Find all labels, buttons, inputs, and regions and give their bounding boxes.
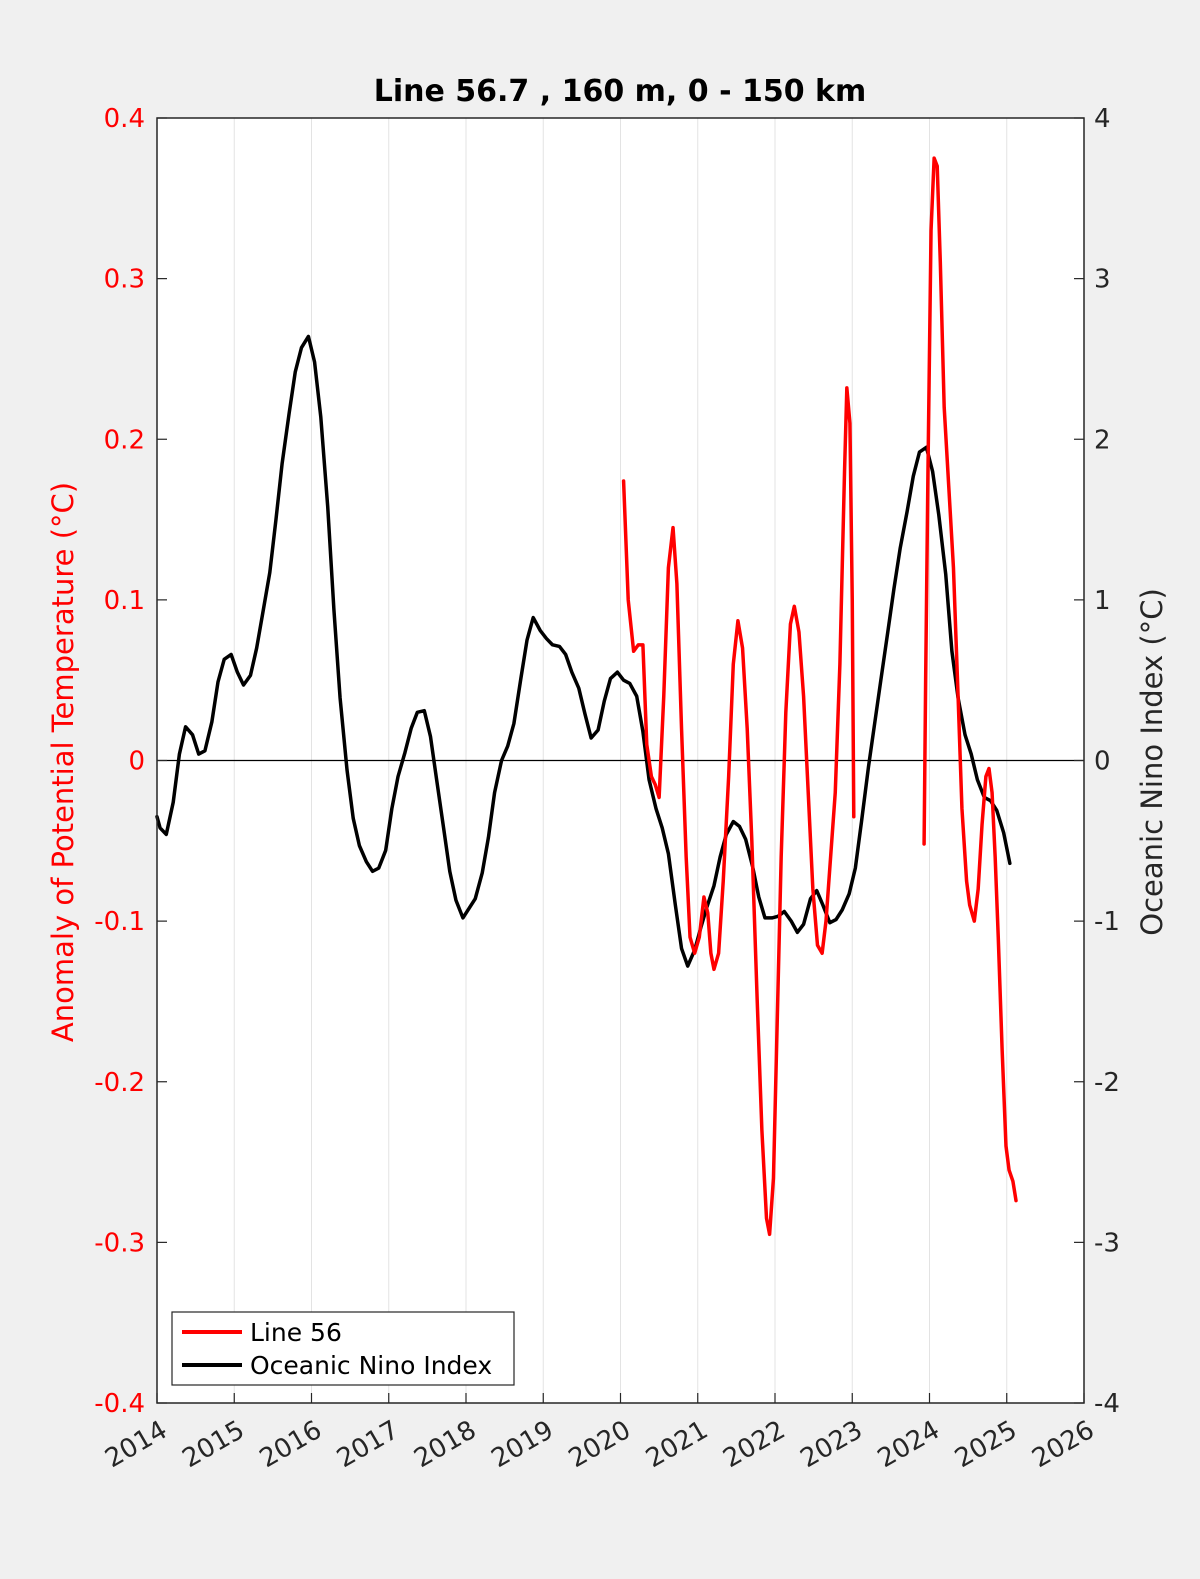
legend-box <box>171 1311 515 1386</box>
x-tick-label: 2020 <box>564 1415 636 1474</box>
y-left-axis-label: Anomaly of Potential Temperature (°C) <box>46 482 80 1042</box>
y-left-tick-label: 0.2 <box>104 425 145 455</box>
y-left-tick-label: 0 <box>128 747 145 777</box>
y-left-tick-label: 0.3 <box>104 265 145 295</box>
x-tick-label: 2018 <box>409 1415 481 1474</box>
series-layer <box>155 156 1018 1237</box>
x-tick-label: 2024 <box>873 1415 945 1474</box>
legend-label-line-56: Line 56 <box>250 1318 342 1347</box>
y-left-tick-label: -0.2 <box>94 1068 145 1098</box>
x-tick-label: 2025 <box>950 1415 1022 1474</box>
x-tick-label: 2016 <box>255 1415 327 1474</box>
chart-title: Line 56.7 , 160 m, 0 - 150 km <box>374 74 867 109</box>
x-tick-label: 2026 <box>1027 1415 1099 1474</box>
y-left-tick-label: 0.1 <box>104 586 145 616</box>
y-right-tick-label: 0 <box>1094 747 1111 777</box>
y-left-tick-label: -0.3 <box>94 1228 145 1258</box>
y-right-axis-label: Oceanic Nino Index (°C) <box>1135 588 1169 936</box>
x-tick-label: 2023 <box>795 1415 867 1474</box>
y-right-tick-label: 2 <box>1094 425 1111 455</box>
y-right-tick-label: -3 <box>1094 1228 1120 1258</box>
y-right-tick-label: 3 <box>1094 265 1111 295</box>
y-left-tick-label: 0.4 <box>104 104 145 134</box>
y-right-tick-label: 4 <box>1094 104 1111 134</box>
y-right-tick-label: -4 <box>1094 1389 1120 1419</box>
legend: Line 56 Oceanic Nino Index <box>171 1311 515 1386</box>
y-right-tick-label: 1 <box>1094 586 1111 616</box>
y-left-tick-label: -0.1 <box>94 907 145 937</box>
series-line-line-56 <box>621 386 856 1237</box>
y-right-tick-label: -1 <box>1094 907 1120 937</box>
x-tick-label: 2022 <box>718 1415 790 1474</box>
y-left-tick-label: -0.4 <box>94 1389 145 1419</box>
x-tick-label: 2014 <box>100 1415 172 1474</box>
x-tick-label: 2021 <box>641 1415 713 1474</box>
x-tick-label: 2015 <box>177 1415 249 1474</box>
y-right-tick-label: -2 <box>1094 1068 1120 1098</box>
series-line-line-56 <box>922 156 1018 1203</box>
series-line-oceanic-nino-index <box>155 334 1012 968</box>
x-tick-label: 2019 <box>486 1415 558 1474</box>
legend-label-oceanic-nino-index: Oceanic Nino Index <box>250 1351 492 1380</box>
x-tick-label: 2017 <box>332 1415 404 1474</box>
